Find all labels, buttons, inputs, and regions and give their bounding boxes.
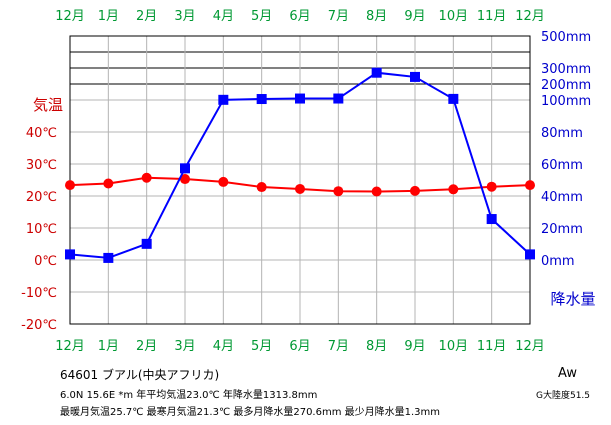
precipitation-series xyxy=(65,67,535,263)
precipitation-point xyxy=(218,94,229,105)
left-tick-label: 20℃ xyxy=(26,190,57,205)
precipitation-point xyxy=(525,249,535,260)
precipitation-point xyxy=(180,163,190,174)
temperature-series xyxy=(65,172,535,197)
right-tick-label: 100mm xyxy=(541,94,591,109)
continentality-index: G大陸度51.5 xyxy=(536,391,591,401)
left-tick-label: 40℃ xyxy=(26,126,57,141)
right-axis-title: 降水量 xyxy=(550,290,595,308)
precipitation-point xyxy=(410,71,420,82)
month-label-bottom: 8月 xyxy=(366,339,387,354)
month-label-bottom: 2月 xyxy=(136,339,157,354)
temperature-point xyxy=(218,176,229,187)
left-tick-label: 0℃ xyxy=(34,254,57,269)
station-name: 64601 ブアル(中央アフリカ) xyxy=(60,368,220,382)
precipitation-point xyxy=(371,67,382,78)
month-label-top: 3月 xyxy=(174,9,195,24)
month-label-top: 11月 xyxy=(477,9,507,24)
temperature-point xyxy=(371,186,382,197)
temperature-point xyxy=(525,180,535,191)
temperature-point xyxy=(486,181,497,192)
precipitation-point xyxy=(333,93,344,104)
temperature-point xyxy=(256,182,267,193)
right-tick-label: 40mm xyxy=(541,190,583,205)
month-label-top: 2月 xyxy=(136,9,157,24)
month-label-bottom: 11月 xyxy=(477,339,507,354)
temperature-point xyxy=(333,186,344,197)
monthly-extremes: 最暖月気温25.7℃ 最寒月気温21.3℃ 最多月降水量270.6mm 最少月降… xyxy=(60,407,441,418)
right-tick-label: 60mm xyxy=(541,158,583,173)
month-label-top: 12月 xyxy=(515,9,545,24)
month-label-bottom: 10月 xyxy=(439,339,469,354)
precipitation-point xyxy=(256,94,267,105)
precipitation-point xyxy=(295,93,305,104)
month-label-top: 6月 xyxy=(289,9,310,24)
right-tick-label: 200mm xyxy=(541,78,591,93)
month-label-bottom: 12月 xyxy=(55,339,85,354)
precipitation-point xyxy=(103,252,114,263)
month-label-top: 9月 xyxy=(404,9,425,24)
axis-labels: 12月 1月 2月 3月 4月 5月 6月 7月 8月 9月 10月 11月 12月 12月 1月 2月 3月 4… xyxy=(21,9,595,354)
right-tick-label: 500mm xyxy=(541,30,591,45)
month-label-top: 12月 xyxy=(55,9,85,24)
temperature-point xyxy=(410,185,420,196)
month-label-top: 10月 xyxy=(439,9,469,24)
temperature-point xyxy=(65,180,75,191)
right-tick-label: 0mm xyxy=(541,254,575,269)
left-axis-title: 気温 xyxy=(33,96,63,114)
temperature-point xyxy=(141,172,152,183)
precipitation-point xyxy=(486,214,497,225)
month-label-bottom: 6月 xyxy=(289,339,310,354)
month-label-top: 1月 xyxy=(98,9,119,24)
right-tick-label: 20mm xyxy=(541,222,583,237)
temperature-point xyxy=(295,183,305,194)
month-label-bottom: 9月 xyxy=(404,339,425,354)
month-label-top: 4月 xyxy=(213,9,234,24)
month-label-bottom: 3月 xyxy=(174,339,195,354)
left-tick-label: -20℃ xyxy=(21,318,57,333)
month-label-bottom: 7月 xyxy=(328,339,349,354)
precipitation-point xyxy=(65,249,75,260)
station-summary: 6.0N 15.6E *m 年平均気温23.0℃ 年降水量1313.8mm xyxy=(60,390,318,401)
temperature-point xyxy=(448,184,459,195)
precipitation-point xyxy=(448,93,459,104)
temperature-point xyxy=(180,174,190,185)
month-label-bottom: 12月 xyxy=(515,339,545,354)
plot-frame xyxy=(69,35,531,325)
precipitation-point xyxy=(141,238,152,249)
left-tick-label: 10℃ xyxy=(26,222,57,237)
month-label-top: 5月 xyxy=(251,9,272,24)
koppen-class: Aw xyxy=(558,366,577,381)
month-label-bottom: 5月 xyxy=(251,339,272,354)
temperature-point xyxy=(103,178,114,189)
month-label-top: 7月 xyxy=(328,9,349,24)
right-tick-label: 80mm xyxy=(541,126,583,141)
month-label-top: 8月 xyxy=(366,9,387,24)
month-label-bottom: 4月 xyxy=(213,339,234,354)
month-label-bottom: 1月 xyxy=(98,339,119,354)
left-tick-label: -10℃ xyxy=(21,286,57,301)
grid-layer xyxy=(69,35,531,325)
left-tick-label: 30℃ xyxy=(26,158,57,173)
right-tick-label: 300mm xyxy=(541,62,591,77)
